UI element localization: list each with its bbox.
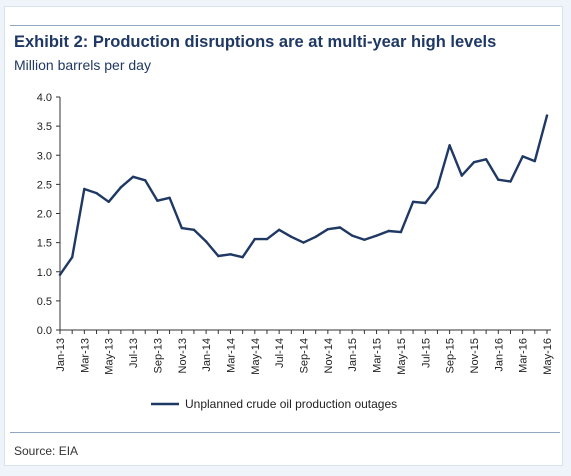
line-chart: 0.0 0.5 1.0 1.5 2.0 2.5 3.0 3.5 4.0 Jan-13 Mar-13…	[37, 92, 554, 411]
x-tick-label: May-13	[104, 338, 116, 375]
data-point	[399, 230, 403, 234]
data-point	[314, 235, 317, 238]
x-tick-label: Jul-14	[274, 338, 286, 368]
data-point	[509, 180, 512, 183]
data-point	[95, 191, 98, 195]
y-tick-label: 0.0	[37, 325, 52, 337]
data-point	[204, 240, 208, 243]
x-tick-label: Mar-15	[372, 338, 384, 373]
data-point	[448, 144, 451, 147]
data-point	[131, 175, 135, 178]
data-point	[302, 241, 305, 244]
x-tick-label: Nov-14	[323, 338, 335, 373]
data-point	[545, 114, 549, 117]
x-tick-label: Jan-14	[201, 338, 213, 372]
data-point	[71, 256, 74, 259]
data-point	[119, 186, 123, 189]
data-point	[180, 226, 183, 230]
source-note: Source: EIA	[14, 444, 79, 458]
y-tick-label: 2.0	[37, 209, 52, 221]
x-tick-label: Sep-15	[445, 338, 457, 373]
x-tick-label: Nov-15	[469, 338, 481, 373]
y-tick-label: 1.5	[37, 238, 52, 250]
x-tick-label: Sep-13	[152, 338, 164, 373]
x-tick-label: Mar-13	[79, 338, 91, 373]
x-tick-label: Jul-15	[420, 338, 432, 368]
data-point	[144, 179, 147, 182]
data-point	[253, 237, 256, 241]
chart-subtitle: Million barrels per day	[14, 57, 151, 73]
data-point	[277, 228, 281, 231]
data-point	[83, 187, 86, 191]
y-tick-label: 4.0	[37, 92, 52, 104]
data-point	[168, 196, 171, 199]
data-point	[229, 253, 232, 256]
data-point	[107, 200, 110, 203]
data-point	[484, 158, 488, 161]
data-point	[156, 199, 159, 202]
data-point	[436, 186, 439, 189]
top-rule	[10, 25, 560, 26]
data-point	[460, 174, 463, 177]
x-tick-label: Jul-13	[128, 338, 140, 368]
data-point	[375, 234, 378, 237]
data-point	[217, 254, 220, 258]
chart-frame: Exhibit 2: Production disruptions are at…	[4, 6, 563, 466]
legend: Unplanned crude oil production outages	[151, 397, 397, 411]
data-point	[192, 228, 196, 231]
x-tick-label: Nov-13	[177, 338, 189, 373]
x-tick-label: Jan-16	[493, 338, 505, 372]
bottom-rule	[10, 432, 560, 433]
x-tick-label: Mar-14	[225, 338, 237, 373]
x-tick-label: Jan-13	[55, 338, 67, 372]
data-point	[497, 178, 500, 181]
data-point	[326, 228, 330, 231]
chart-title: Exhibit 2: Production disruptions are at…	[14, 33, 497, 51]
x-tick-label: Jan-15	[347, 338, 359, 372]
data-point	[387, 229, 390, 233]
data-point	[58, 273, 62, 276]
series-layer	[58, 114, 549, 276]
y-tick-label: 0.5	[37, 296, 52, 308]
data-point	[265, 237, 269, 241]
x-tick-label: May-16	[542, 338, 554, 375]
x-tick-label: May-14	[250, 338, 262, 375]
y-tick-label: 2.5	[37, 179, 52, 191]
data-point	[424, 201, 427, 205]
x-tick-label: Sep-14	[299, 338, 311, 373]
y-tick-label: 3.0	[37, 150, 52, 162]
y-axis: 0.0 0.5 1.0 1.5 2.0 2.5 3.0 3.5 4.0	[37, 92, 61, 337]
data-point	[533, 159, 536, 163]
data-point	[472, 161, 476, 164]
x-tick-label: Mar-16	[518, 338, 530, 373]
y-tick-label: 1.0	[37, 267, 52, 279]
x-axis: Jan-13 Mar-13 May-13 Jul-13 Sep-13 Nov-13 Jan-…	[55, 329, 554, 375]
y-tick-label: 3.5	[37, 121, 52, 133]
x-tick-label: May-15	[396, 338, 408, 375]
data-point	[290, 235, 293, 238]
data-point	[338, 226, 342, 229]
series-line	[58, 114, 549, 276]
data-point	[363, 238, 366, 241]
data-point	[411, 200, 415, 203]
data-point	[521, 155, 524, 158]
legend-label: Unplanned crude oil production outages	[185, 397, 397, 411]
data-point	[241, 256, 244, 259]
data-point	[351, 234, 354, 237]
